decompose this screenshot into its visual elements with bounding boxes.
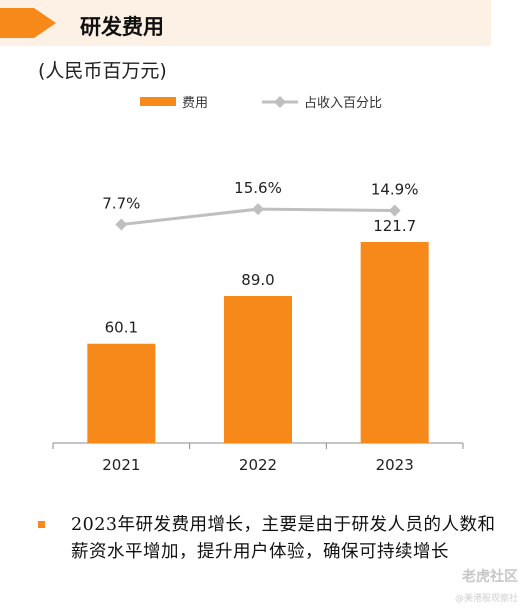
header-accent-bar: [0, 8, 34, 38]
note: 2023年研发费用增长，主要是由于研发人员的人数和薪资水平增加，提升用户体验，确…: [38, 512, 498, 566]
line-point: [388, 204, 401, 217]
legend-bar-swatch: [140, 97, 176, 106]
chart: 费用 占收入百分比 60.1 2021 89.0 2022 121.7 2023 7.7% 15.…: [52, 96, 464, 474]
x-tick-label: 2022: [239, 456, 277, 474]
header-band: [0, 0, 491, 46]
line-point: [115, 218, 128, 231]
bar: [360, 242, 429, 443]
x-tick-label: 2021: [102, 456, 140, 474]
line-point: [252, 203, 264, 216]
watermark-sub: @美港股观察社: [454, 594, 518, 604]
page-title: 研发费用: [80, 14, 164, 39]
bar-value-label: 89.0: [241, 271, 274, 289]
legend-line-label: 占收入百分比: [304, 96, 382, 111]
bar-value-label: 60.1: [105, 319, 138, 337]
line-value-label: 15.6%: [234, 179, 282, 197]
unit-label: (人民币百万元): [38, 60, 167, 82]
bullet-icon: [38, 521, 45, 528]
note-text: 2023年研发费用增长，主要是由于研发人员的人数和薪资水平增加，提升用户体验，确…: [71, 515, 496, 562]
line-value-label: 14.9%: [371, 180, 419, 198]
watermark: 老虎社区: [462, 569, 518, 585]
bar-value-label: 121.7: [373, 217, 416, 235]
legend-bar-label: 费用: [182, 96, 208, 111]
header-chevron-icon: [34, 8, 56, 38]
line-value-label: 7.7%: [102, 195, 140, 213]
legend-line-marker: [274, 96, 286, 108]
x-tick-label: 2023: [376, 456, 414, 474]
bar: [87, 343, 156, 443]
bar: [224, 296, 292, 443]
